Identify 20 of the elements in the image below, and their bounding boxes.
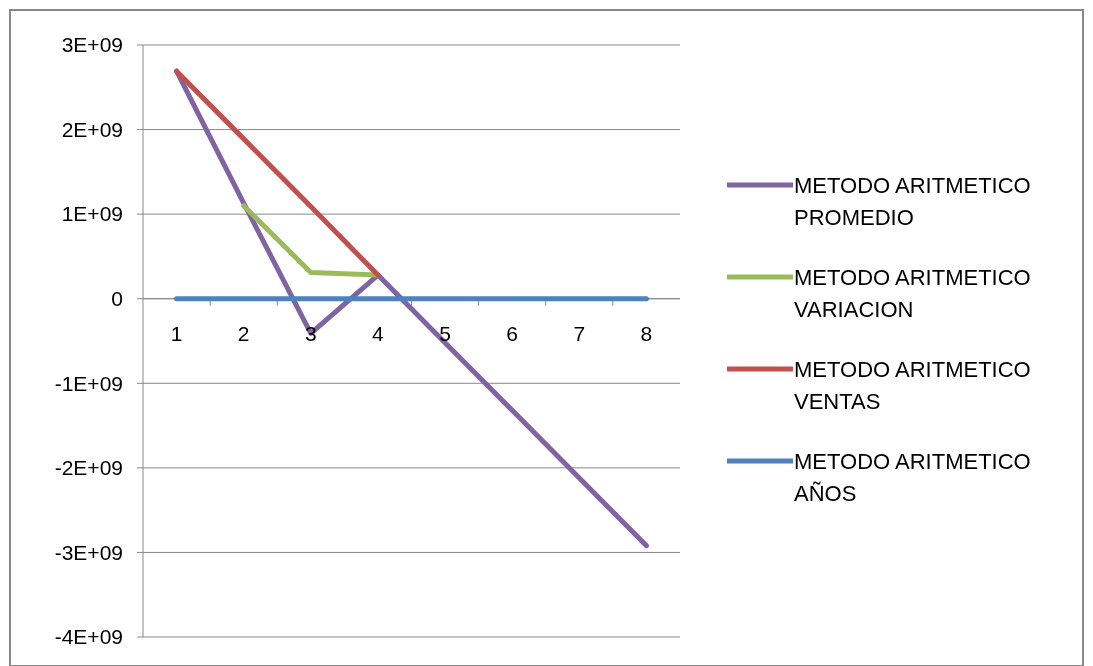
y-tick-label: 2E+09 [61, 117, 123, 141]
y-tick-label: -3E+09 [54, 540, 123, 564]
y-tick-label: -2E+09 [54, 456, 123, 480]
y-tick-label: -1E+09 [54, 371, 123, 395]
x-tick-label: 6 [506, 321, 519, 345]
legend-label: METODO ARITMETICO VENTAS [794, 356, 1031, 414]
x-tick-label: 3 [304, 321, 317, 345]
x-tick-label: 5 [439, 321, 451, 345]
y-tick-label: 3E+09 [61, 33, 123, 57]
y-tick-label: 0 [111, 287, 123, 311]
legend-label: METODO ARITMETICO PROMEDIO [794, 172, 1031, 230]
x-tick-label: 4 [372, 321, 385, 345]
y-tick-label: 1E+09 [61, 202, 123, 226]
x-tick-label: 2 [237, 321, 250, 345]
x-tick-label: 7 [573, 321, 586, 345]
y-tick-label: -4E+09 [54, 625, 123, 649]
legend-label: METODO ARITMETICO AÑOS [794, 448, 1031, 506]
x-tick-label: 1 [170, 321, 183, 345]
x-tick-label: 8 [640, 321, 653, 345]
legend-label: METODO ARITMETICO VARIACION [794, 264, 1031, 322]
